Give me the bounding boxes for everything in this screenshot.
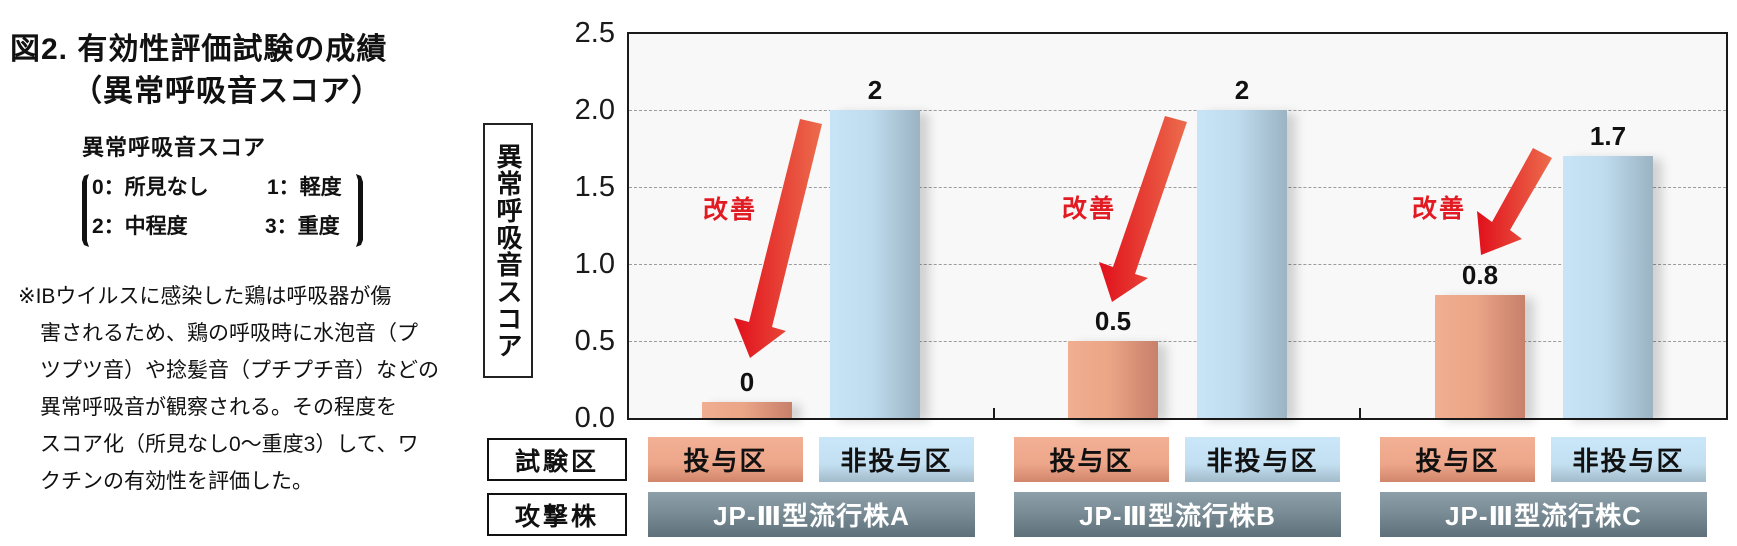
y-tick-label: 1.5: [574, 171, 615, 203]
group-label-nodose: 非投与区: [819, 437, 974, 482]
strain-label: JP-Ⅲ型流行株A: [648, 492, 975, 537]
y-tick-label: 2.5: [574, 17, 615, 49]
bar-value-label: 0: [739, 367, 755, 397]
footnote-line: 異常呼吸音が観察される。その程度を: [40, 396, 397, 419]
bar-nodose-strain-b: [1197, 110, 1287, 418]
y-tick-label: 0.5: [574, 325, 615, 357]
improvement-annotation: 改善: [703, 196, 758, 224]
strain-label: JP-Ⅲ型流行株B: [1014, 492, 1341, 537]
footnote-line: ※IBウイルスに感染した鶏は呼吸器が傷: [18, 285, 392, 308]
right-bracket-icon: [356, 174, 363, 247]
y-axis-label-box: 異常呼吸音スコア: [483, 123, 533, 378]
score-legend-item: 2：中程度: [92, 215, 188, 238]
group-label-dose: 投与区: [1014, 437, 1169, 482]
y-axis-label: 異常呼吸音スコア: [493, 142, 523, 359]
footnote: ※IBウイルスに感染した鶏は呼吸器が傷 害されるため、鶏の呼吸時に水泡音（プ ツ…: [18, 278, 439, 500]
bar-value-label: 1.7: [1589, 121, 1627, 152]
improvement-annotation: 改善: [1412, 195, 1467, 223]
bar-value-label: 0.8: [1461, 259, 1499, 290]
left-bracket-icon: [82, 174, 89, 247]
score-legend-item: 3：重度: [265, 215, 340, 238]
bar-nodose-strain-a: [830, 110, 920, 418]
bar-dose-strain-b: [1068, 341, 1158, 418]
bar-dose-strain-c: [1435, 294, 1525, 418]
bar-value-label: 2: [1234, 75, 1250, 105]
gridline: [629, 264, 1726, 265]
row-header-challenge-strain: 攻撃株: [487, 493, 627, 536]
gridline: [629, 341, 1726, 342]
group-separator-tick: [993, 408, 995, 418]
group-label-nodose: 非投与区: [1551, 437, 1706, 482]
strain-label: JP-Ⅲ型流行株C: [1380, 492, 1707, 537]
improvement-annotation: 改善: [1062, 195, 1117, 223]
gridline: [629, 187, 1726, 188]
score-legend-item: 0：所見なし: [92, 176, 209, 199]
footnote-line: 害されるため、鶏の呼吸時に水泡音（プ: [40, 322, 418, 345]
row-header-test-group: 試験区: [487, 438, 627, 481]
y-tick-label: 0.0: [574, 402, 615, 434]
group-separator-tick: [1359, 408, 1361, 418]
footnote-line: スコア化（所見なし0～重度3）して、ワ: [40, 433, 419, 456]
bar-dose-strain-a: [702, 402, 792, 418]
footnote-line: クチンの有効性を評価した。: [40, 470, 313, 493]
y-tick-label: 1.0: [574, 248, 615, 280]
score-legend-heading: 異常呼吸音スコア: [82, 135, 267, 160]
footnote-line: ツプツ音）や捻髪音（プチプチ音）などの: [40, 359, 439, 382]
bar-value-label: 2: [867, 75, 883, 105]
group-label-nodose: 非投与区: [1185, 437, 1340, 482]
score-legend-item: 1：軽度: [267, 176, 342, 199]
figure-title: 図2. 有効性評価試験の成績: [10, 33, 388, 66]
group-label-dose: 投与区: [1380, 437, 1535, 482]
y-tick-label: 2.0: [574, 94, 615, 126]
score-legend-brackets: [82, 174, 363, 247]
bar-nodose-strain-c: [1563, 156, 1653, 418]
group-label-dose: 投与区: [648, 437, 803, 482]
gridline: [629, 110, 1726, 111]
bar-value-label: 0.5: [1094, 306, 1132, 336]
figure-subtitle: （異常呼吸音スコア）: [72, 75, 382, 108]
